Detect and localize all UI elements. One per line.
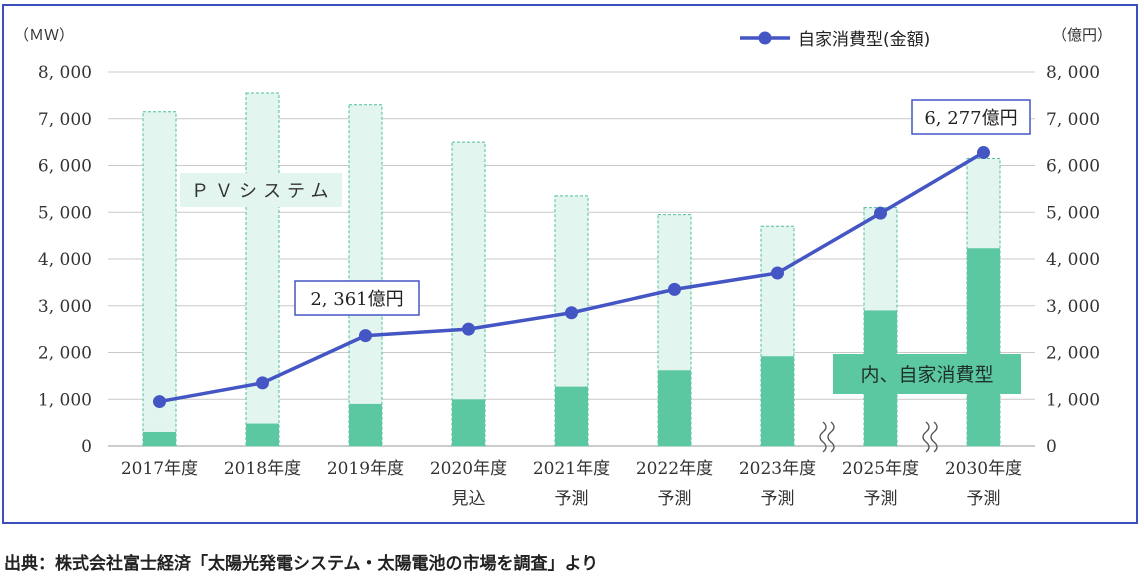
bar-self-consumption	[555, 386, 588, 446]
category-label: 予測	[761, 489, 795, 509]
category-label: 2022年度	[636, 459, 713, 479]
axes: （ＭＷ） （億円） 0 0 1, 000 1, 000 2, 000 2, 000 3, 0…	[14, 26, 1112, 509]
category-label: 予測	[967, 489, 1001, 509]
callout-box	[911, 99, 1031, 135]
line-point	[977, 146, 990, 160]
legend-label-amount: 自家消費型(金額)	[798, 30, 930, 50]
bar-pv-system	[451, 141, 486, 447]
bars	[142, 92, 1001, 447]
self-consumption-label: 内、自家消費型	[860, 364, 993, 386]
series-labels: ＰＶシステム 内、自家消費型	[180, 173, 1021, 394]
axis-breaks	[819, 421, 938, 453]
axis-break-mark	[827, 421, 835, 453]
category-label: 2019年度	[327, 459, 404, 479]
bar-pv-system	[142, 111, 177, 447]
bar-self-consumption	[658, 370, 691, 446]
callout-label: 2, 361億円	[310, 289, 403, 310]
category-label: 2020年度	[430, 459, 507, 479]
right-tick-label: 1, 000	[1046, 390, 1100, 410]
bar-self-consumption	[246, 423, 279, 446]
left-tick-label: 1, 000	[38, 390, 92, 410]
right-tick-label: 8, 000	[1046, 63, 1100, 83]
callouts: 2, 361億円 6, 277億円	[294, 99, 1031, 316]
left-tick-label: 5, 000	[38, 203, 92, 223]
left-tick-label: 3, 000	[38, 297, 92, 317]
self-consumption-label-bg	[833, 354, 1021, 394]
category-label: 2018年度	[224, 459, 301, 479]
axis-break-mark	[922, 421, 930, 453]
right-tick-label: 2, 000	[1046, 344, 1100, 364]
source-note: 出典：株式会社富士経済「太陽光発電システム・太陽電池の市場を調査」より	[4, 554, 599, 574]
right-tick-label: 0	[1046, 437, 1057, 457]
left-tick-label: 2, 000	[38, 344, 92, 364]
right-tick-label: 6, 000	[1046, 157, 1100, 177]
right-tick-label: 4, 000	[1046, 250, 1100, 270]
category-label: 見込	[452, 489, 486, 509]
axis-break-mark	[819, 421, 827, 453]
legend-dot-marker	[758, 31, 772, 45]
right-tick-label: 3, 000	[1046, 297, 1100, 317]
pv-system-label: ＰＶシステム	[191, 181, 334, 202]
bar-pv-system	[348, 104, 383, 447]
category-label: 2025年度	[842, 459, 919, 479]
line-point	[874, 206, 887, 220]
line-point	[771, 266, 784, 280]
category-label: 2021年度	[533, 459, 610, 479]
line-point	[153, 395, 166, 409]
category-label: 2023年度	[739, 459, 816, 479]
right-tick-label: 7, 000	[1046, 110, 1100, 130]
category-label: 予測	[555, 489, 589, 509]
chart: （ＭＷ） （億円） 0 0 1, 000 1, 000 2, 000 2, 000 3, 0…	[14, 26, 1112, 509]
left-tick-label: 4, 000	[38, 250, 92, 270]
right-tick-label: 5, 000	[1046, 203, 1100, 223]
bar-pv-system	[245, 92, 280, 447]
callout-box	[294, 280, 420, 316]
bar-self-consumption	[967, 248, 1000, 446]
axis-break-mark	[930, 421, 938, 453]
category-label: 予測	[864, 489, 898, 509]
line-point	[359, 329, 372, 343]
pv-system-label-bg	[180, 173, 342, 207]
category-label: 2017年度	[121, 459, 198, 479]
legend: 自家消費型(金額)	[740, 30, 930, 50]
left-axis-unit: （ＭＷ）	[14, 26, 74, 44]
bar-self-consumption	[761, 356, 794, 446]
bar-self-consumption	[452, 399, 485, 446]
left-tick-label: 7, 000	[38, 110, 92, 130]
line-point	[256, 376, 269, 390]
line-point	[565, 306, 578, 320]
right-axis-unit: （億円）	[1052, 26, 1112, 44]
line-point	[668, 282, 681, 296]
left-tick-label: 8, 000	[38, 63, 92, 83]
category-label: 2030年度	[945, 459, 1022, 479]
category-label: 予測	[658, 489, 692, 509]
left-tick-label: 0	[81, 437, 92, 457]
bar-self-consumption	[143, 431, 176, 446]
callout-label: 6, 277億円	[924, 108, 1017, 129]
line-series	[153, 146, 990, 409]
left-tick-label: 6, 000	[38, 157, 92, 177]
line-point	[462, 322, 475, 336]
bar-self-consumption	[349, 403, 382, 446]
